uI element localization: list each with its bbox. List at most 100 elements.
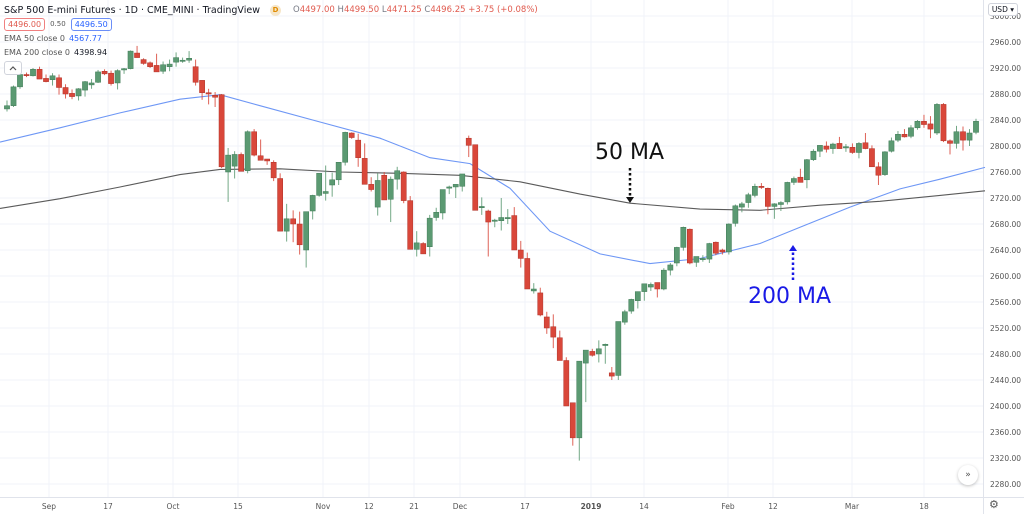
candle xyxy=(361,158,368,185)
time-tick-label: 12 xyxy=(364,502,374,511)
time-tick-label: 14 xyxy=(639,502,649,511)
candle xyxy=(244,131,251,171)
collapse-legend-button[interactable] xyxy=(4,61,22,75)
indicator-ema50[interactable]: EMA 50 close 0 4567.77 xyxy=(4,33,103,43)
candle xyxy=(901,134,908,138)
candle xyxy=(608,372,615,377)
candle xyxy=(4,105,10,110)
candle xyxy=(491,219,498,222)
candle xyxy=(127,50,134,69)
candle xyxy=(680,227,687,248)
candles xyxy=(4,45,979,461)
candle xyxy=(830,143,836,149)
delayed-data-badge: D xyxy=(269,4,281,16)
candle xyxy=(270,162,277,179)
candle xyxy=(888,140,895,152)
candle xyxy=(231,154,238,167)
candle xyxy=(511,215,518,251)
candle xyxy=(205,92,212,95)
candle xyxy=(576,360,583,439)
candle xyxy=(95,71,101,83)
candle xyxy=(264,158,270,162)
candle xyxy=(348,132,355,138)
candle xyxy=(69,93,75,97)
change-value: +3.75 (+0.08%) xyxy=(468,5,538,15)
candle xyxy=(316,173,323,196)
candle xyxy=(595,348,602,355)
candle xyxy=(199,80,205,93)
time-axis[interactable]: Sep 17 Oct 15 Nov 12 21 Dec 17 2019 14 Feb 12 Mar 18 xyxy=(42,502,929,511)
sell-button[interactable]: 4496.00 xyxy=(4,17,46,31)
candle xyxy=(400,171,407,201)
candle xyxy=(517,249,524,259)
candle xyxy=(335,162,342,181)
time-tick-label: Mar xyxy=(845,502,860,511)
candle xyxy=(251,131,257,156)
candle xyxy=(849,147,856,153)
ohlc-readout: O4497.00 H4499.50 L4471.25 C4496.25 +3.7… xyxy=(292,5,538,15)
candle xyxy=(693,256,700,263)
candle xyxy=(355,139,362,158)
candle xyxy=(810,150,817,160)
candle xyxy=(225,154,231,173)
candle xyxy=(368,184,375,190)
candle xyxy=(524,258,531,290)
price-axis[interactable]: 3000.00 2960.00 2920.00 2880.00 2840.00 2800.… xyxy=(990,12,1021,489)
candle xyxy=(673,247,680,264)
time-tick-label: Feb xyxy=(721,502,735,511)
buy-button[interactable]: 4496.50 xyxy=(70,17,112,31)
candle xyxy=(556,337,563,361)
candle xyxy=(647,284,654,288)
price-tick-label: 2280.00 xyxy=(990,480,1021,489)
candle xyxy=(56,77,62,88)
candle xyxy=(49,75,56,80)
candle xyxy=(953,131,960,144)
candle xyxy=(426,217,433,247)
candle xyxy=(309,195,316,212)
price-tick-label: 2920.00 xyxy=(990,64,1021,73)
candle xyxy=(569,402,576,439)
candle xyxy=(212,95,218,98)
candle xyxy=(30,69,36,77)
candle xyxy=(628,299,635,312)
symbol-title[interactable]: S&P 500 E-mini Futures · 1D · CME_MINI ·… xyxy=(4,4,260,16)
candle xyxy=(322,191,329,194)
price-tick-label: 2360.00 xyxy=(990,428,1021,437)
price-tick-label: 3000.00 xyxy=(990,12,1021,21)
candle xyxy=(186,58,192,61)
price-tick-label: 2640.00 xyxy=(990,246,1021,255)
indicator-ema200[interactable]: EMA 200 close 0 4398.94 xyxy=(4,47,108,57)
candle xyxy=(218,94,225,168)
price-tick-label: 2720.00 xyxy=(990,194,1021,203)
candle xyxy=(582,349,589,364)
candle xyxy=(192,66,199,83)
candle xyxy=(329,179,336,186)
candle xyxy=(771,203,778,207)
candle xyxy=(843,146,849,149)
chart-settings-button[interactable]: ⚙ xyxy=(989,498,999,511)
double-chevron-right-icon: » xyxy=(965,470,971,480)
currency-selector[interactable]: USD ▾ xyxy=(987,3,1018,16)
price-tick-label: 2560.00 xyxy=(990,298,1021,307)
candle xyxy=(856,143,862,153)
candle xyxy=(921,121,927,125)
candle xyxy=(700,258,706,260)
candle xyxy=(563,360,570,407)
candle xyxy=(739,203,745,208)
scroll-to-realtime-button[interactable]: » xyxy=(958,465,978,485)
candle xyxy=(114,70,121,84)
candle xyxy=(147,62,153,67)
close-value: 4496.25 xyxy=(430,5,466,15)
candle xyxy=(504,217,511,219)
candle xyxy=(817,145,823,152)
candle xyxy=(413,242,420,250)
candle xyxy=(153,65,160,73)
price-tick-label: 2480.00 xyxy=(990,350,1021,359)
ema50-line xyxy=(0,94,986,265)
price-tick-label: 2400.00 xyxy=(990,402,1021,411)
ema50-value: 4567.77 xyxy=(68,33,103,43)
candle xyxy=(927,123,934,130)
candle xyxy=(290,218,296,225)
candle xyxy=(238,154,244,172)
